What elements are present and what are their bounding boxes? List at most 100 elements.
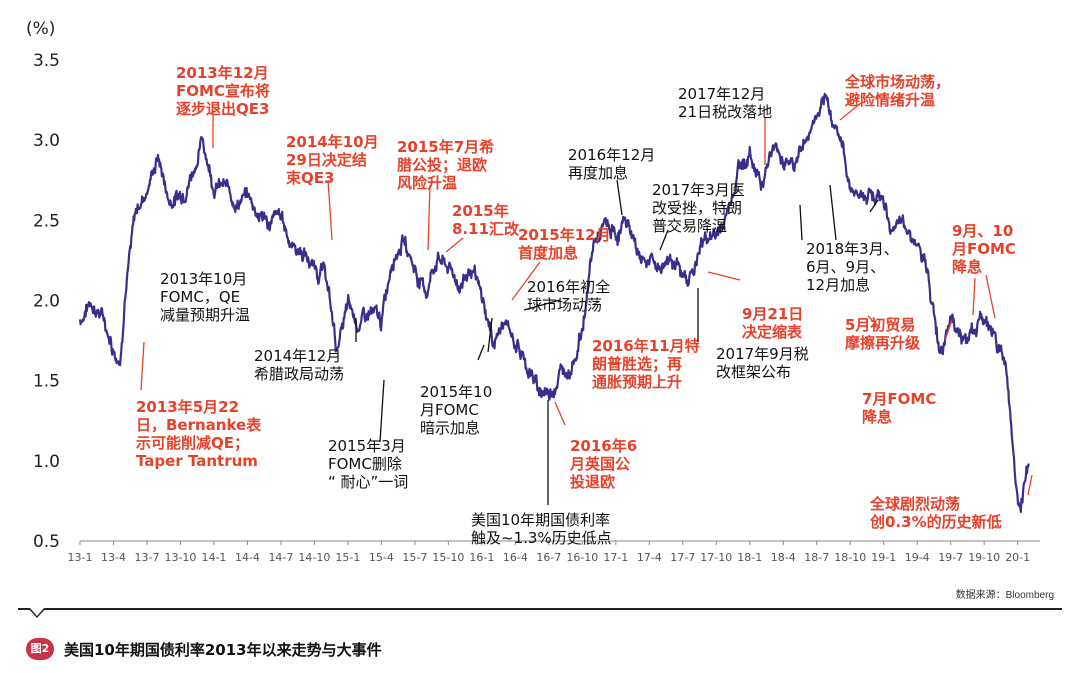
annotation-a8-line: 全球市场动荡， [844,73,950,91]
annotation-arrow [707,271,741,281]
annotation-arrow [140,341,145,391]
x-tick-label: 15-10 [432,551,464,564]
annotation-a12-line: 12月加息 [806,276,870,294]
y-tick-label: 2.0 [33,292,60,312]
annotation-a25-line: 创0.3%的历史新低 [869,513,1002,531]
annotation-a15-line: 决定缩表 [742,323,803,341]
annotation-arrow [554,401,566,426]
annotation-a7-line: 21日税改落地 [678,103,772,121]
annotation-a2-line: 2014年10月 [286,133,379,151]
annotation-a4-line: 8.11汇改 [452,220,520,238]
figure-footer: 数据来源：Bloomberg 图2 美国10年期国债利率2013年以来走势与大事… [0,590,1080,673]
annotation-a12-line: 6月、9月、 [806,258,885,276]
annotation-a13-line: 降息 [952,258,982,276]
annotation-a10-line: FOMC，QE [160,288,240,306]
annotation-a18-line: 朗普胜选；再 [592,355,682,373]
annotation-a9-line: 2017年3月医 [652,181,745,199]
annotation-a14-line: 希腊政局动荡 [254,365,344,383]
annotation-arrow [829,184,837,241]
annotation-arrow [616,179,623,216]
x-tick-label: 14-7 [268,551,293,564]
x-tick-label: 13-10 [164,551,196,564]
annotation-a20-line: 7月FOMC [862,390,936,408]
x-tick-label: 16-4 [503,551,528,564]
annotation-a6-line: 再度加息 [568,164,628,182]
annotation-a5-line: 2015年12月 [518,226,611,244]
annotation-a16-line: 改框架公布 [716,363,791,381]
annotation-a2-line: 束QE3 [286,169,334,187]
annotation-a19-line: 月FOMC [420,401,479,419]
annotation-a11-line: 球市场动荡 [527,296,602,314]
annotation-a23-line: “ 耐心”一词 [328,473,408,491]
x-tick-label: 14-4 [235,551,260,564]
annotation-arrow [487,317,493,353]
annotation-a19-line: 2015年10 [420,383,492,401]
annotation-a11-line: 2016年初全 [527,278,610,296]
x-tick-label: 16-7 [536,551,561,564]
annotation-arrow [1027,474,1033,496]
x-tick-label: 15-4 [369,551,394,564]
annotation-a1-line: FOMC宣布将 [176,82,270,100]
annotation-arrow [659,229,669,251]
annotation-a1-line: 逐步退出QE3 [176,100,269,118]
annotation-a16-line: 2017年9月税 [716,345,809,363]
x-tick-label: 19-7 [938,551,963,564]
annotation-a13-line: 9月、10 [952,222,1013,240]
annotation-arrow [867,315,881,329]
annotation-a21-line: 日，Bernanke表 [136,416,262,434]
annotation-a9-line: 改受挫，特朗 [652,199,742,217]
x-tick-label: 14-10 [298,551,330,564]
annotation-a17-line: 5月初贸易 [845,316,915,334]
annotation-arrow [972,277,976,316]
x-tick-label: 15-7 [402,551,427,564]
annotation-arrow [327,179,333,241]
annotation-a3-line: 2015年7月希 [397,138,494,156]
annotation-arrow [445,237,464,253]
x-tick-label: 17-1 [603,551,628,564]
annotation-a21-line: 2013年5月22 [136,398,239,416]
figure-badge: 图2 [26,638,54,660]
annotation-a4-line: 2015年 [452,202,509,220]
annotation-a5-line: 首度加息 [518,244,578,262]
annotation-arrow [869,199,879,213]
x-tick-label: 19-4 [905,551,930,564]
annotation-a13-line: 月FOMC [951,240,1016,258]
x-tick-label: 17-10 [700,551,732,564]
annotation-a7-line: 2017年12月 [678,85,765,103]
annotation-a1-line: 2013年12月 [176,64,269,82]
annotation-a25-line: 全球剧烈动荡 [869,495,960,513]
annotation-arrow [427,184,431,251]
annotation-a18-line: 通胀预期上升 [592,373,682,391]
y-tick-label: 3.5 [33,51,60,71]
annotation-a21-line: 示可能削减QE； [136,434,249,452]
annotation-a23-line: 2015年3月 [328,437,406,455]
x-tick-label: 13-7 [134,551,159,564]
annotation-a22-line: 2016年6 [570,437,637,455]
annotation-arrow [944,319,953,341]
annotation-arrow [523,299,561,311]
annotation-a8-line: 避险情绪升温 [845,91,935,109]
x-tick-label: 13-1 [68,551,93,564]
annotation-a22-line: 投退欧 [570,473,615,491]
yield-chart: (%) 0.5 1.0 1.5 2.0 2.5 3.0 3.5 13-1 13-4 13-7 13-1… [26,19,1040,564]
annotation-a15-line: 9月21日 [742,305,803,323]
x-tick-label: 18-10 [834,551,866,564]
annotation-a23-line: FOMC删除 [328,455,402,473]
x-tick-label: 15-1 [335,551,360,564]
annotation-a9-line: 普交易降温 [652,217,727,235]
y-tick-label: 3.0 [33,131,60,151]
x-tick-label: 17-4 [637,551,662,564]
y-tick-label: 0.5 [33,532,60,552]
annotation-a3-line: 腊公投；退欧 [397,156,487,174]
x-tick-label: 20-1 [1005,551,1030,564]
x-tick-label: 18-4 [771,551,796,564]
x-tick-label: 13-4 [101,551,126,564]
annotation-arrow [799,204,803,241]
data-source: 数据来源：Bloomberg [955,590,1054,601]
x-tick-label: 19-1 [871,551,896,564]
x-tick-label: 19-10 [968,551,1000,564]
annotation-a10-line: 减量预期升温 [160,306,250,324]
annotation-a10-line: 2013年10月 [160,270,247,288]
x-tick-label: 18-1 [737,551,762,564]
annotation-a12-line: 2018年3月、 [806,240,899,258]
